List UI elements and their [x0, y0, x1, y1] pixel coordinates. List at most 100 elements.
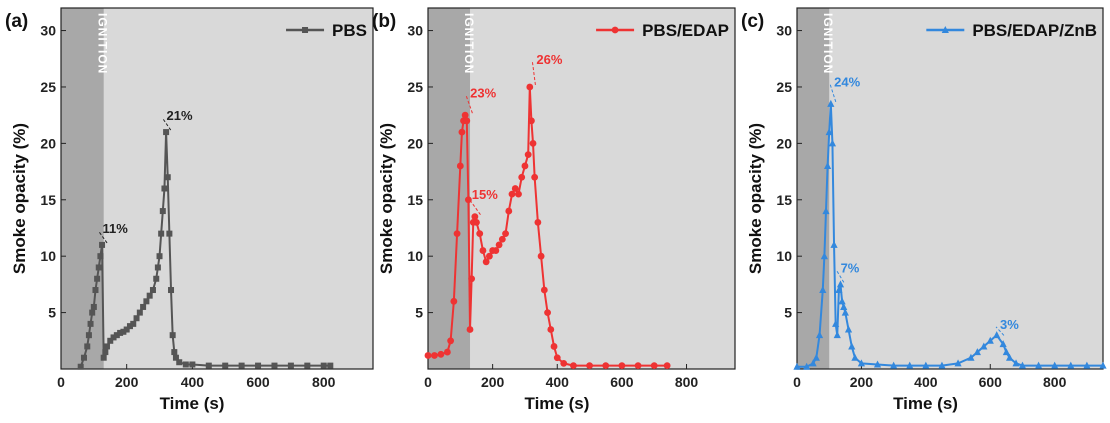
plot-frame [60, 7, 374, 370]
panel-label: (a) [5, 11, 28, 32]
data-point [80, 354, 87, 361]
data-point [146, 292, 153, 299]
data-point [825, 128, 833, 136]
data-point [447, 337, 455, 345]
data-point [431, 352, 438, 359]
data-point [505, 207, 513, 215]
legend-marker [611, 26, 619, 34]
data-point [560, 359, 568, 367]
annotation-label: 15% [472, 187, 498, 202]
data-point [528, 117, 535, 125]
data-point [154, 264, 161, 271]
data-point [822, 207, 830, 215]
data-point [453, 230, 461, 238]
data-point [205, 362, 212, 369]
data-point [827, 99, 835, 107]
data-point [526, 83, 534, 91]
ignition-label: IGNITION [462, 13, 476, 74]
data-point [85, 332, 92, 339]
data-point [482, 258, 490, 266]
data-point [189, 361, 196, 368]
data-point [663, 362, 671, 370]
data-point [320, 362, 327, 369]
data-point [136, 309, 143, 316]
data-point [553, 354, 561, 362]
data-point [521, 162, 529, 170]
y-tick-label: 25 [407, 79, 423, 95]
ignition-label: IGNITION [96, 13, 110, 74]
data-point [153, 275, 160, 282]
data-point [851, 353, 859, 361]
annotation-leader [465, 95, 473, 114]
data-point [471, 213, 479, 221]
chart-panel-1: IGNITION 0 200 400 600 800 5 10 15 20 25 30 Time (s)… [5, 7, 374, 413]
annotation-leader [836, 270, 845, 283]
x-tick-label: 600 [246, 374, 270, 390]
ignition-region [428, 8, 471, 369]
data-point [1099, 361, 1107, 369]
y-tick-label: 25 [776, 79, 792, 95]
chart-panel-3: IGNITION 0 200 400 600 800 5 10 15 20 25 30 Time (s)… [741, 7, 1107, 413]
data-point [176, 359, 183, 366]
data-point [424, 352, 432, 359]
data-point [84, 343, 91, 350]
data-point [511, 185, 519, 192]
annotation-label: 3% [1000, 317, 1019, 332]
data-point [890, 361, 898, 369]
data-point [238, 362, 245, 369]
data-point [906, 361, 914, 369]
x-tick-label: 600 [610, 374, 634, 390]
data-point [492, 247, 500, 254]
plot-area [428, 8, 735, 369]
annotation-label: 7% [841, 260, 860, 275]
data-point [1083, 361, 1091, 369]
data-point [815, 331, 824, 339]
annotation-label: 21% [167, 108, 193, 123]
plot-area [797, 8, 1103, 369]
data-point [1051, 361, 1059, 369]
x-axis-title: Time (s) [160, 394, 225, 413]
data-point [550, 343, 558, 350]
data-point [518, 173, 526, 181]
x-axis-title: Time (s) [893, 394, 958, 413]
data-point [304, 362, 311, 369]
data-point [844, 325, 853, 333]
data-point [450, 297, 458, 305]
data-point [327, 362, 334, 369]
y-tick-label: 20 [776, 135, 792, 151]
data-point [832, 319, 840, 327]
data-point [89, 309, 96, 316]
data-point [980, 342, 988, 350]
y-tick-label: 5 [415, 305, 423, 321]
y-tick-label: 15 [407, 192, 423, 208]
data-point [993, 331, 1001, 339]
data-point [102, 349, 109, 356]
data-point [461, 111, 469, 119]
data-point [437, 350, 445, 358]
legend-label: PBS [332, 21, 367, 40]
data-point [534, 218, 542, 226]
data-point [143, 298, 150, 305]
y-tick-label: 10 [776, 248, 792, 264]
data-point [271, 362, 278, 369]
annotation-leader [98, 230, 108, 244]
data-point [495, 241, 503, 249]
annotation-leader [995, 326, 1005, 336]
x-tick-label: 200 [115, 374, 139, 390]
data-point [824, 161, 832, 169]
panel-label: (c) [741, 11, 764, 32]
data-point [103, 343, 110, 350]
data-point [182, 361, 189, 368]
data-point [873, 360, 882, 368]
y-tick-label: 30 [40, 23, 56, 39]
data-point [602, 362, 610, 370]
data-point [954, 359, 962, 367]
data-point [222, 362, 229, 369]
ignition-label: IGNITION [821, 13, 835, 74]
data-point [840, 302, 848, 310]
data-point [123, 326, 130, 333]
y-tick-label: 30 [407, 23, 423, 39]
data-point [809, 359, 817, 367]
data-point [1005, 353, 1014, 361]
y-tick-label: 10 [407, 248, 423, 264]
